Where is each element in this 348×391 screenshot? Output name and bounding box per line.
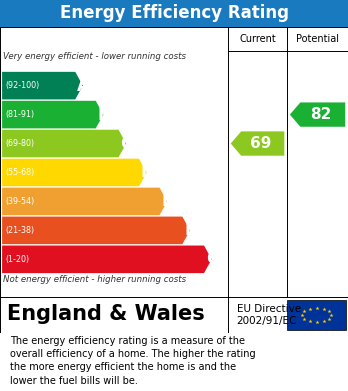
Text: (21-38): (21-38) <box>6 226 35 235</box>
Bar <box>287 300 346 330</box>
Text: EU Directive: EU Directive <box>237 305 301 314</box>
Text: (92-100): (92-100) <box>6 81 40 90</box>
Text: England & Wales: England & Wales <box>7 304 205 324</box>
Text: 69: 69 <box>250 136 272 151</box>
Text: D: D <box>141 163 155 181</box>
Text: 82: 82 <box>310 107 332 122</box>
Text: Potential: Potential <box>296 34 339 44</box>
Text: G: G <box>206 250 220 268</box>
Polygon shape <box>2 217 190 244</box>
Text: (1-20): (1-20) <box>6 255 30 264</box>
Text: B: B <box>97 106 110 124</box>
Polygon shape <box>2 188 167 215</box>
Text: 2002/91/EC: 2002/91/EC <box>237 316 297 326</box>
Polygon shape <box>2 72 83 99</box>
Polygon shape <box>2 101 103 128</box>
Text: (81-91): (81-91) <box>6 110 35 119</box>
Text: (69-80): (69-80) <box>6 139 35 148</box>
Text: (55-68): (55-68) <box>6 168 35 177</box>
Polygon shape <box>2 159 147 186</box>
Polygon shape <box>2 130 126 157</box>
Text: E: E <box>161 192 173 210</box>
Text: Energy Efficiency Rating: Energy Efficiency Rating <box>60 4 288 22</box>
Polygon shape <box>2 246 212 273</box>
Polygon shape <box>290 102 345 127</box>
Text: Not energy efficient - higher running costs: Not energy efficient - higher running co… <box>3 275 187 284</box>
Text: C: C <box>120 135 133 152</box>
Text: F: F <box>184 221 196 239</box>
Polygon shape <box>231 131 284 156</box>
Text: A: A <box>77 77 90 95</box>
Text: (39-54): (39-54) <box>6 197 35 206</box>
Text: Very energy efficient - lower running costs: Very energy efficient - lower running co… <box>3 52 187 61</box>
Text: Current: Current <box>239 34 276 44</box>
Text: The energy efficiency rating is a measure of the
overall efficiency of a home. T: The energy efficiency rating is a measur… <box>10 336 256 386</box>
